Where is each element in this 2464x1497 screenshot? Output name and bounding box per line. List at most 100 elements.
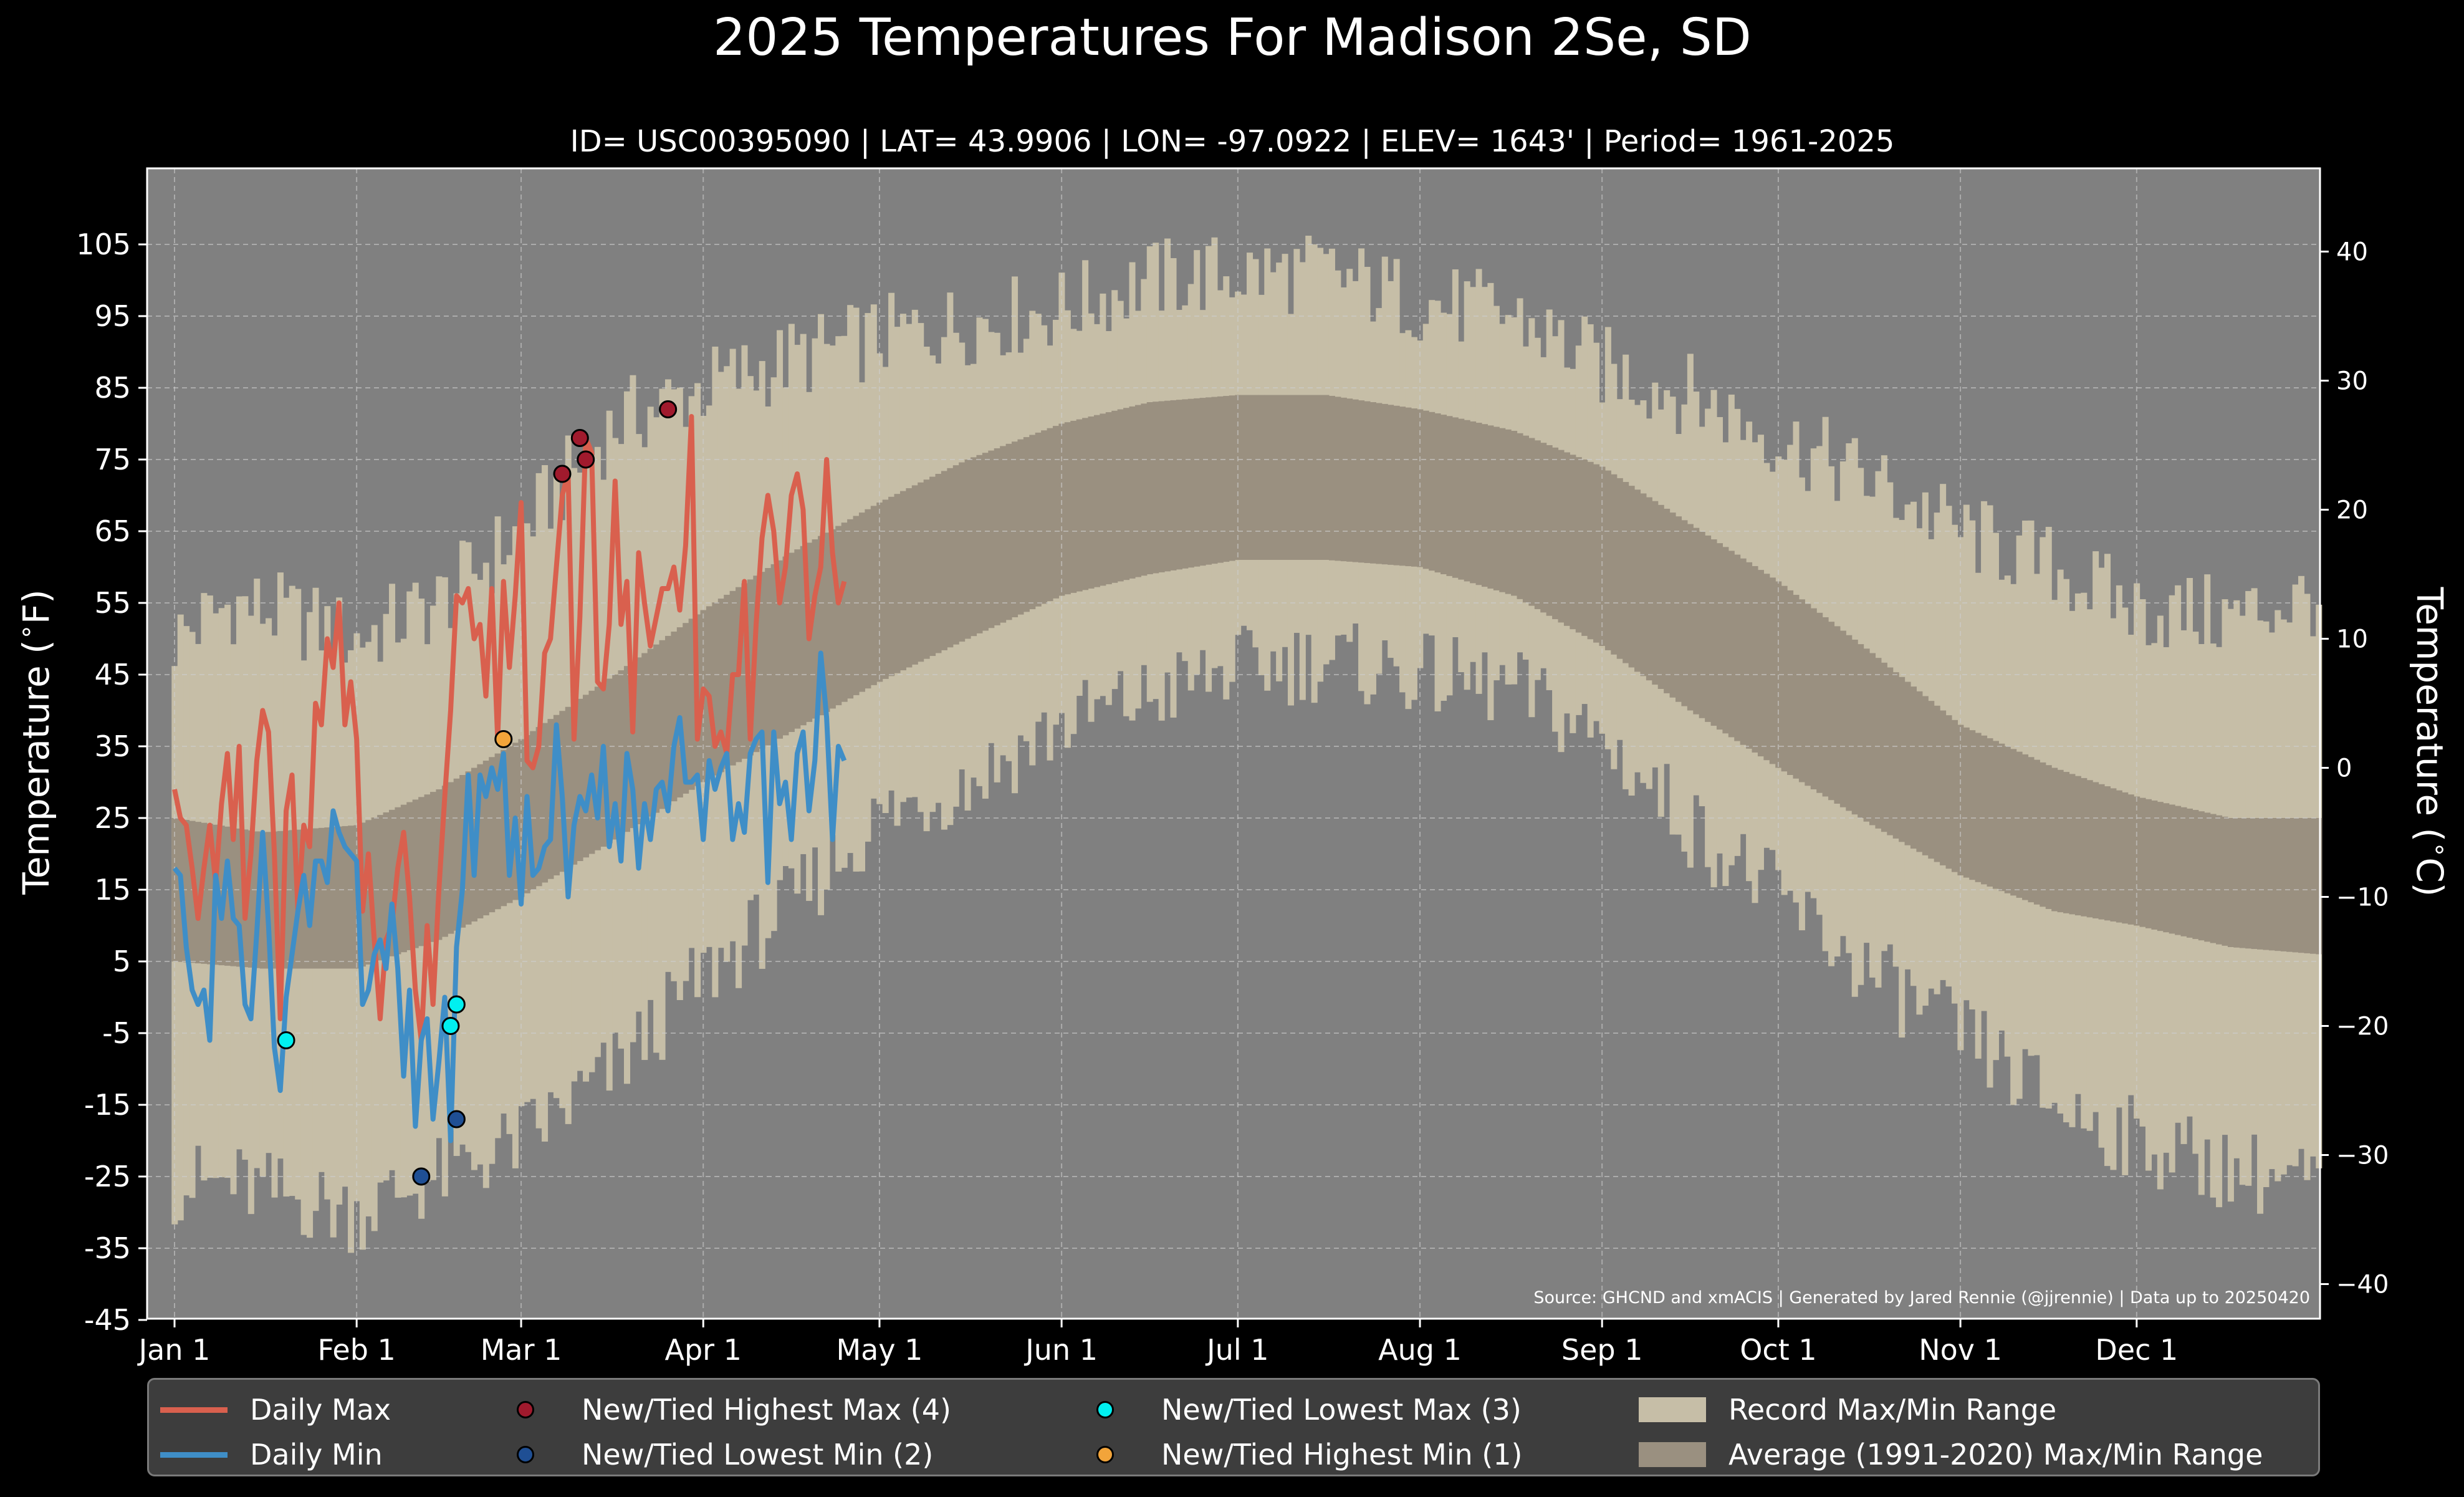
average-range-bar [2116, 790, 2122, 923]
daily-max-line [172, 414, 847, 1043]
average-range-bar [1563, 452, 1570, 626]
average-range-bar [2216, 815, 2223, 945]
average-range-bar [1282, 395, 1288, 560]
average-range-bar [441, 786, 448, 937]
y-label-right-deg: ∘ [2425, 842, 2454, 857]
average-range-bar [1781, 585, 1788, 772]
average-range-bar [1810, 608, 1817, 789]
average-range-bar [1922, 696, 1929, 855]
average-range-bar [489, 757, 496, 913]
average-range-bar [2110, 788, 2117, 922]
average-range-bar [959, 462, 966, 642]
average-range-bar [201, 822, 208, 964]
average-range-bar [2127, 794, 2134, 925]
average-range-bar [2316, 818, 2323, 955]
average-range-bar [1981, 735, 1988, 885]
average-range-bar [535, 727, 542, 887]
average-range-bar [1405, 407, 1412, 567]
legend-swatch-record-range [1639, 1397, 1706, 1422]
average-range-bar [841, 522, 848, 702]
record-marker [277, 1031, 295, 1049]
legend-label-daily-min: Daily Min [250, 1438, 383, 1471]
average-range-bar [2204, 812, 2211, 942]
average-range-bar [894, 494, 901, 673]
average-range-bar [1875, 658, 1882, 829]
average-range-bar [2169, 804, 2175, 934]
x-tick-label: Sep 1 [1561, 1333, 1643, 1367]
average-range-bar [453, 778, 460, 931]
average-range-bar [1616, 478, 1623, 659]
average-range-bar [2051, 768, 2058, 912]
legend-label-record-range: Record Max/Min Range [1728, 1393, 2057, 1427]
average-range-bar [1070, 420, 1077, 593]
average-range-bar [2145, 799, 2152, 928]
average-range-bar [823, 532, 830, 712]
average-range-bar [1005, 443, 1012, 620]
y-tick-label: 65 [94, 514, 131, 548]
average-range-bar [1740, 558, 1747, 745]
average-range-bar [671, 632, 678, 802]
average-range-bar [2210, 814, 2217, 943]
average-range-bar [1581, 460, 1588, 636]
average-range-bar [588, 690, 595, 854]
average-range-bar [1593, 464, 1600, 643]
average-range-bar [1434, 413, 1441, 573]
average-range-bar [2139, 797, 2146, 927]
chart-legend: Daily Max Daily Min New/Tied Highest Max… [147, 1378, 2320, 1476]
average-range-bar [623, 666, 631, 832]
x-tick-label: Apr 1 [664, 1333, 741, 1367]
average-range-bar [2180, 807, 2187, 936]
average-range-bar [1317, 395, 1324, 560]
average-range-bar [1035, 432, 1042, 607]
average-range-bar [1858, 644, 1864, 818]
average-range-bar [1975, 733, 1982, 882]
average-range-bar [1969, 730, 1976, 880]
average-range-bar [1604, 470, 1611, 650]
y-tick-label: 5 [113, 945, 131, 978]
average-range-bar [1252, 395, 1259, 560]
average-range-bar [800, 546, 807, 726]
average-range-bar [1206, 397, 1212, 565]
average-range-bar [941, 471, 947, 650]
average-range-bar [412, 799, 419, 948]
average-range-bar [448, 782, 454, 934]
y-label-right-text: Temperature ( [2409, 587, 2451, 842]
plot-area: Source: GHCND and xmACIS | Generated by … [146, 167, 2323, 1320]
average-range-bar [1675, 516, 1682, 702]
y-label-left-deg: ∘ [12, 624, 41, 640]
average-range-bar [1546, 445, 1553, 616]
average-range-bar [1934, 705, 1940, 862]
average-range-bar [482, 761, 489, 916]
average-range-bar [1899, 676, 1906, 842]
average-range-bar [2063, 772, 2070, 913]
average-range-bar [606, 678, 613, 844]
average-range-bar [1287, 395, 1294, 560]
record-marker [659, 400, 678, 418]
average-range-bar [330, 827, 337, 969]
average-range-bar [988, 450, 995, 628]
average-range-bar [1153, 402, 1159, 574]
x-tick-label: Oct 1 [1740, 1333, 1816, 1367]
average-range-bar [1816, 612, 1823, 793]
average-range-bar [2028, 757, 2035, 903]
average-range-bar [1863, 648, 1870, 822]
legend-average-range: Average (1991-2020) Max/Min Range [1639, 1436, 2263, 1473]
average-range-bar [2157, 802, 2164, 931]
average-range-bar [2175, 806, 2182, 935]
average-range-bar [741, 583, 748, 759]
chart-subtitle: ID= USC00395090 | LAT= 43.9906 | LON= -9… [570, 124, 1895, 159]
x-tick-label: May 1 [836, 1333, 923, 1367]
average-range-bar [2227, 818, 2234, 947]
average-range-bar [2081, 777, 2088, 917]
y-tick-label: 15 [94, 873, 131, 907]
average-range-bar [1716, 543, 1723, 730]
average-range-bar [659, 640, 666, 809]
average-range-bar [2057, 769, 2064, 913]
average-range-bar [2163, 803, 2170, 933]
average-range-bar [1194, 398, 1201, 567]
legend-label-highest-min: New/Tied Highest Min (1) [1161, 1438, 1523, 1471]
average-range-bar [1887, 667, 1894, 835]
average-range-bar [947, 468, 954, 648]
average-range-bar [300, 829, 307, 969]
